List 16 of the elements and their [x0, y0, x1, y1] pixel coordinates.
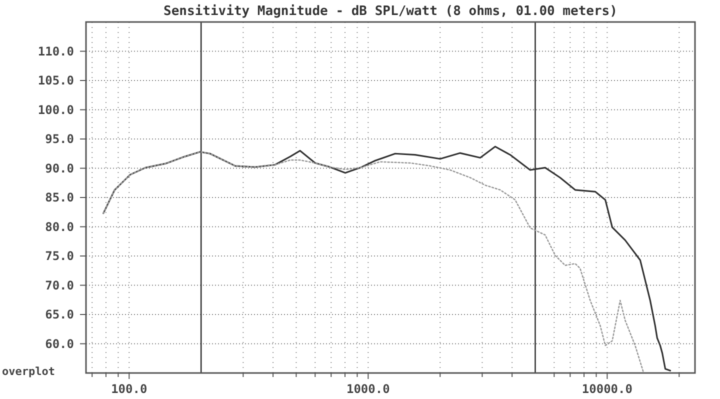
y-tick-label: 60.0 [45, 336, 74, 351]
y-tick-label: 85.0 [45, 190, 74, 205]
chart-title: Sensitivity Magnitude - dB SPL/watt (8 ohms, 01.00 meters) [164, 4, 618, 19]
y-tick-label: 80.0 [45, 220, 74, 234]
y-tick-label: 65.0 [45, 308, 74, 322]
y-tick-label: 75.0 [45, 249, 74, 264]
y-tick-label: 90.0 [45, 161, 74, 176]
x-tick-label: 10000.0 [582, 382, 632, 396]
y-tick-label: 95.0 [45, 132, 74, 146]
y-tick-label: 110.0 [38, 44, 74, 58]
y-tick-label: 105.0 [38, 74, 74, 88]
text: overplot [2, 365, 55, 378]
y-tick-label: 70.0 [45, 278, 74, 292]
y-tick-label: 100.0 [38, 102, 74, 117]
x-tick-label: 1000.0 [346, 382, 390, 396]
x-tick-label: 100.0 [111, 382, 148, 396]
